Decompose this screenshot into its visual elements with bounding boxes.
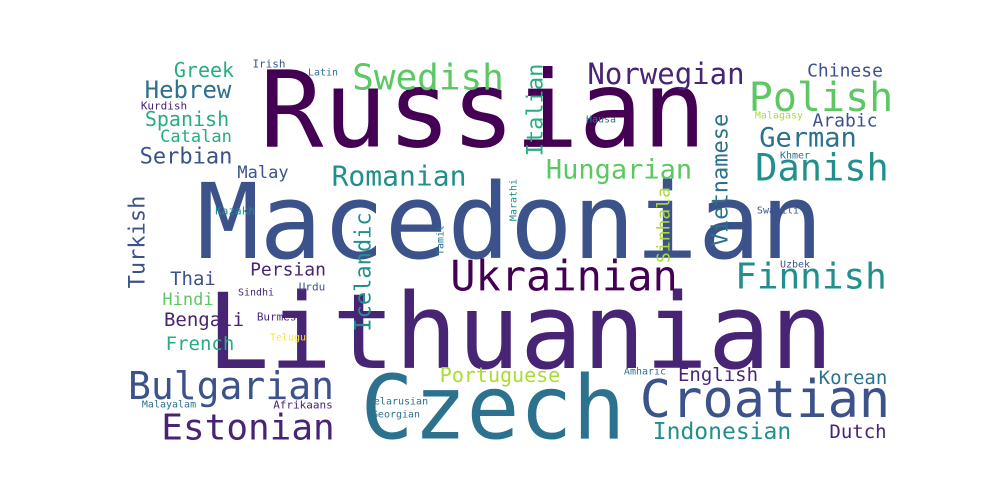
word-croatian: Croatian [640, 370, 890, 430]
word-thai: Thai [170, 268, 216, 290]
word-uzbek: Uzbek [780, 260, 810, 271]
word-turkish: Turkish [126, 196, 151, 289]
word-amharic: Amharic [624, 367, 666, 378]
word-italian: Italian [524, 64, 549, 157]
word-korean: Korean [819, 367, 888, 389]
word-macedonian: Macedonian [197, 161, 823, 283]
word-vietnamese: Vietnamese [709, 114, 734, 246]
word-sindhi: Sindhi [238, 288, 274, 299]
word-ukrainian: Ukrainian [450, 252, 678, 301]
word-english: English [678, 364, 758, 386]
word-afrikaans: Afrikaans [273, 399, 333, 412]
word-georgian: Georgian [372, 410, 420, 421]
word-french: French [166, 333, 235, 355]
word-burmese: Burmese [257, 311, 303, 324]
word-irish: Irish [252, 58, 285, 71]
word-indonesian: Indonesian [653, 419, 791, 445]
word-malay: Malay [237, 163, 288, 183]
word-dutch: Dutch [829, 421, 886, 443]
word-belarusian: Belarusian [368, 397, 428, 408]
word-icelandic: Icelandic [352, 212, 377, 331]
word-greek: Greek [174, 58, 234, 82]
word-bulgarian: Bulgarian [128, 364, 334, 408]
word-sinhala: Sinhala [654, 187, 675, 263]
word-chinese: Chinese [807, 61, 883, 82]
word-polish: Polish [749, 75, 894, 121]
word-arabic: Arabic [812, 111, 877, 132]
word-hungarian: Hungarian [546, 155, 692, 186]
word-norwegian: Norwegian [587, 57, 744, 91]
word-bengali: Bengali [164, 309, 244, 331]
word-khmer: Khmer [780, 151, 810, 162]
word-spanish: Spanish [145, 107, 229, 131]
word-malayalam: Malayalam [142, 400, 196, 411]
word-kurdish: Kurdish [141, 100, 187, 113]
word-portuguese: Portuguese [440, 363, 560, 387]
word-hebrew: Hebrew [145, 76, 232, 104]
word-swedish: Swedish [352, 58, 504, 99]
word-lithuanian: Lithuanian [207, 271, 833, 393]
word-persian: Persian [250, 260, 326, 281]
word-hausa: Hausa [586, 115, 616, 126]
word-malagasy: Malagasy [755, 111, 803, 122]
word-kazakh: Kazakh [215, 205, 255, 218]
word-serbian: Serbian [140, 145, 233, 170]
word-urdu: Urdu [299, 281, 326, 294]
word-german: German [759, 123, 857, 154]
word-finnish: Finnish [735, 257, 887, 298]
word-danish: Danish [755, 147, 889, 190]
word-marathi: Marathi [509, 179, 520, 221]
word-estonian: Estonian [161, 408, 334, 449]
word-latin: Latin [308, 68, 338, 79]
word-catalan: Catalan [160, 127, 232, 147]
word-czech: Czech [361, 357, 626, 460]
word-hindi: Hindi [162, 290, 213, 310]
word-russian: Russian [260, 49, 707, 172]
word-romanian: Romanian [332, 160, 467, 193]
word-swahili: Swahili [757, 206, 799, 217]
word-telugu: Telugu [270, 333, 306, 344]
word-tamil: Tamil [436, 225, 447, 255]
